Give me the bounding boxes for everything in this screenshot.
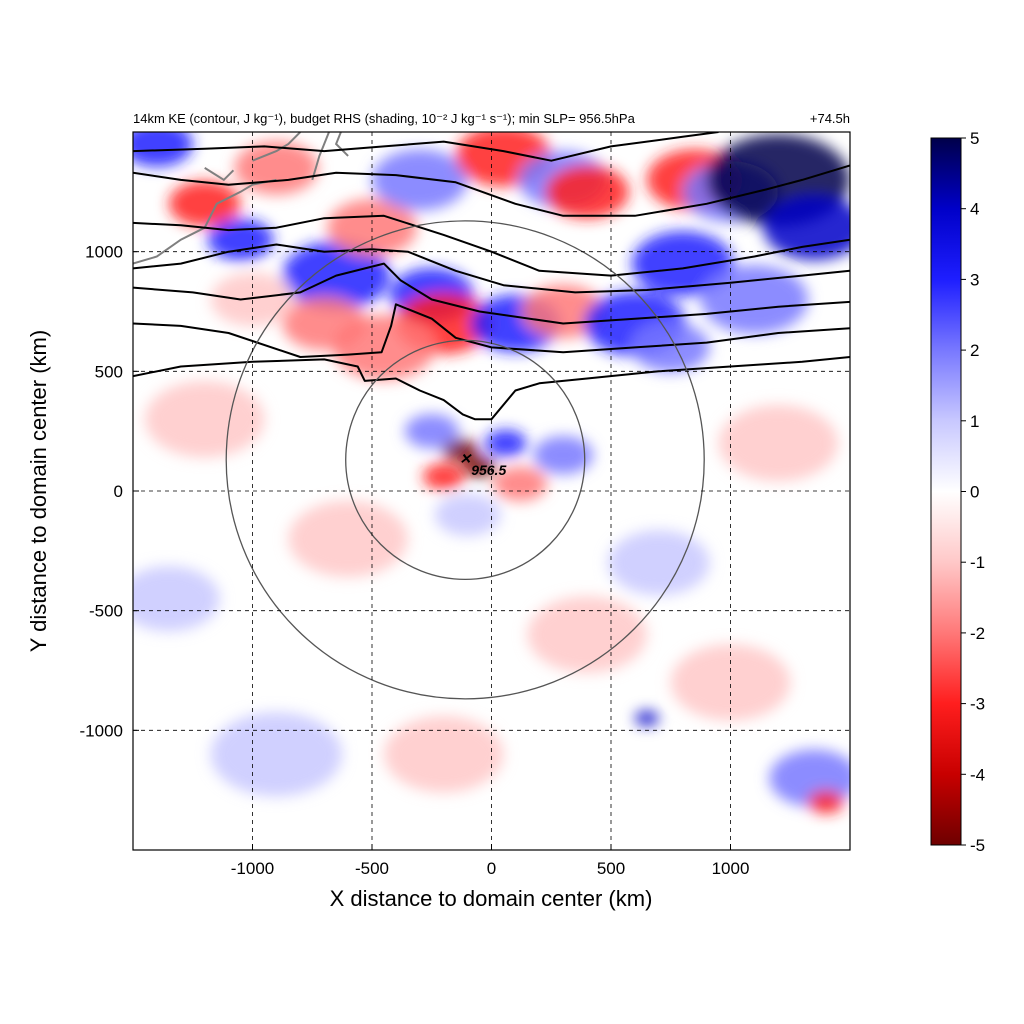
- shading-cell: [631, 231, 734, 297]
- colorbar-tick-label: 5: [970, 129, 979, 148]
- shading-cell: [168, 180, 241, 227]
- ke-contour-line: [133, 164, 850, 217]
- ke-contour-line: [133, 214, 850, 277]
- coastline: [334, 132, 349, 157]
- shading-cell: [718, 404, 839, 482]
- shading-cell: [234, 141, 319, 195]
- chart-title: 14km KE (contour, J kg⁻¹), budget RHS (s…: [133, 111, 636, 126]
- shading-cell: [763, 195, 850, 261]
- shading-cell: [670, 644, 791, 721]
- shading-cell: [700, 265, 809, 334]
- y-tick-label: 0: [114, 482, 123, 501]
- x-tick-label: -1000: [231, 859, 274, 878]
- colorbar-tick-label: -4: [970, 765, 985, 784]
- coastline: [204, 167, 235, 182]
- shading-cell: [133, 132, 193, 167]
- colorbar-tick-label: 0: [970, 483, 979, 502]
- shading-cell: [634, 710, 659, 727]
- colorbar-tick-label: 3: [970, 270, 979, 289]
- ke-contours: [133, 132, 850, 421]
- x-tick-label: -500: [355, 859, 389, 878]
- y-tick-label: -1000: [80, 721, 123, 740]
- x-tick-label: 0: [487, 859, 496, 878]
- plot-area: ✕ 956.5: [132, 131, 851, 851]
- shading-cell: [210, 272, 295, 327]
- shading-cell: [493, 466, 548, 502]
- shading-cell: [631, 322, 710, 373]
- storm-center-marker: ✕: [459, 451, 472, 467]
- shading-cell: [545, 165, 629, 219]
- coastlines: [133, 132, 349, 265]
- colorbar-tick-label: -2: [970, 624, 985, 643]
- shading-cell: [372, 149, 468, 211]
- colorbar-ticks: 5 4 3 2 1 0 -1 -2 -3 -4 -5: [961, 129, 985, 855]
- colorbar-tick-label: 1: [970, 412, 979, 431]
- y-tick-label: -500: [89, 602, 123, 621]
- colorbar-tick-label: -5: [970, 836, 985, 855]
- shading-cell: [484, 429, 527, 457]
- ke-contour-line: [133, 356, 850, 421]
- coastline: [133, 178, 277, 265]
- shading-cell: [463, 456, 496, 478]
- y-tick-label: 500: [95, 362, 123, 381]
- shading-cell: [288, 500, 408, 578]
- colorbar-tick-label: -1: [970, 553, 985, 572]
- colorbar: 5 4 3 2 1 0 -1 -2 -3 -4 -5: [930, 129, 985, 855]
- y-axis-ticks: -1000 -500 0 500 1000: [80, 243, 139, 740]
- storm-center: ✕ 956.5: [459, 451, 506, 478]
- shading-cell: [533, 435, 594, 475]
- colorbar-tick-label: 2: [970, 341, 979, 360]
- shading-cell: [327, 199, 417, 257]
- shading-cell: [422, 463, 465, 491]
- range-ring: [345, 339, 586, 581]
- shading-cell: [527, 596, 647, 673]
- x-tick-label: 500: [597, 859, 625, 878]
- storm-center-label: 956.5: [471, 462, 506, 478]
- shading-cell: [608, 530, 710, 596]
- shading-cell: [521, 284, 606, 339]
- colorbar-ramp: [930, 137, 962, 846]
- shading-cell: [383, 716, 504, 793]
- colorbar-tick-label: -3: [970, 695, 985, 714]
- ke-contour-line: [133, 262, 850, 325]
- x-axis-label: X distance to domain center (km): [330, 886, 653, 911]
- shading-cell: [442, 438, 479, 462]
- shading-cell: [210, 712, 343, 797]
- ke-contour-line: [133, 243, 850, 294]
- shading-cell: [808, 790, 845, 814]
- ke-contour-line: [133, 132, 719, 162]
- shading-cell: [404, 413, 459, 449]
- shading-cell: [282, 296, 367, 351]
- shading-cell: [434, 493, 501, 536]
- chart-time-label: +74.5h: [810, 111, 850, 126]
- y-tick-label: 1000: [85, 243, 123, 262]
- range-ring: [225, 220, 705, 700]
- shading-cell: [133, 566, 220, 632]
- x-tick-label: 1000: [712, 859, 750, 878]
- y-axis-label: Y distance to domain center (km): [26, 330, 51, 652]
- colorbar-tick-label: 4: [970, 200, 979, 219]
- range-rings: [225, 220, 705, 700]
- shading-cell: [144, 380, 265, 458]
- ke-contour-line: [133, 303, 850, 358]
- rhs-shading: [133, 132, 850, 814]
- x-axis-ticks: -1000 -500 0 500 1000: [231, 844, 750, 878]
